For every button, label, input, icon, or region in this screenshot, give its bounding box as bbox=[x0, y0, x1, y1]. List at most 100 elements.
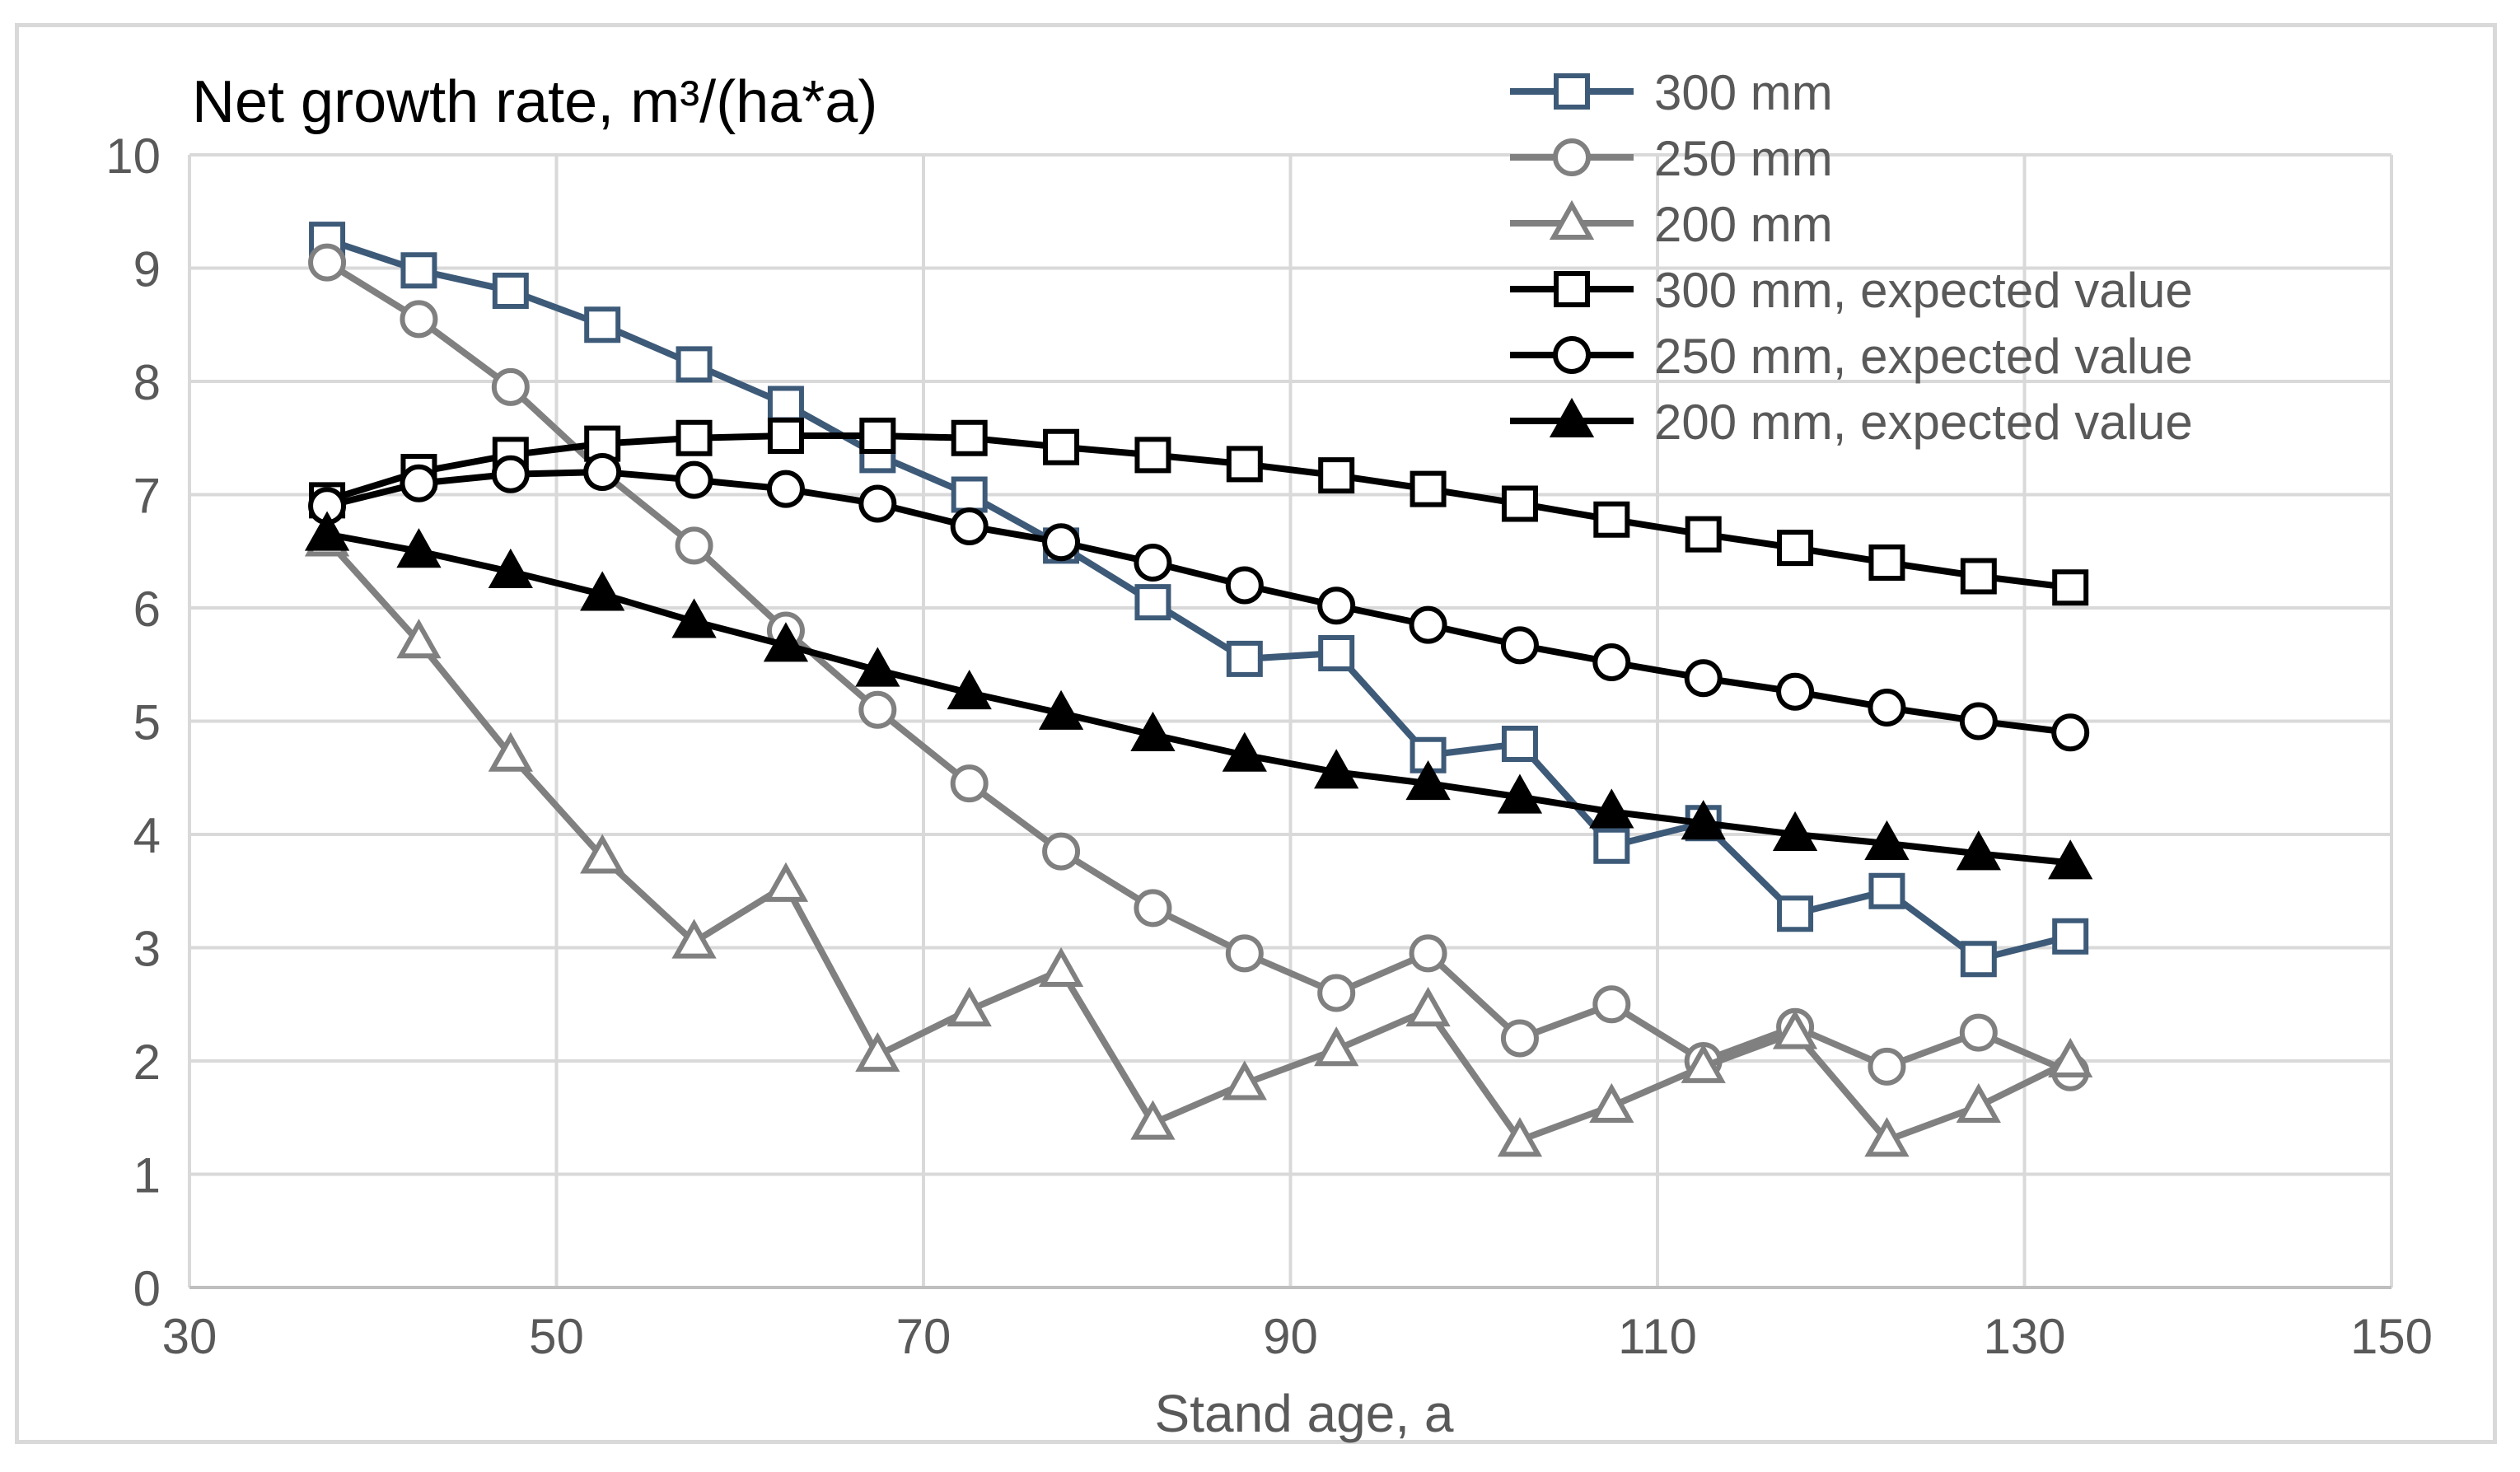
data-point bbox=[1134, 544, 1172, 582]
data-point bbox=[1772, 1009, 1818, 1049]
y-tick-label: 2 bbox=[133, 1035, 161, 1090]
axes: 0 1 2 3 4 5 6 7 8 9 10 30 50 70 90 110 130 150 bbox=[105, 129, 2433, 1364]
legend-label: 200 mm, expected value bbox=[1654, 395, 2193, 450]
series-group bbox=[304, 222, 2093, 1157]
data-point bbox=[1134, 437, 1171, 474]
data-point bbox=[488, 731, 533, 772]
data-point bbox=[1497, 1117, 1543, 1157]
data-point bbox=[675, 526, 713, 565]
data-point bbox=[951, 476, 988, 513]
data-point bbox=[858, 690, 897, 729]
data-point bbox=[1501, 485, 1538, 522]
data-point bbox=[1405, 760, 1451, 801]
data-point bbox=[400, 300, 438, 339]
data-point bbox=[1405, 987, 1451, 1027]
data-point bbox=[1409, 605, 1447, 644]
line-chart: 0 1 2 3 4 5 6 7 8 9 10 30 50 70 90 110 130 150 Net growth… bbox=[105, 65, 2433, 1443]
data-point bbox=[492, 273, 529, 309]
series-5 bbox=[308, 453, 2090, 752]
data-point bbox=[1225, 934, 1264, 973]
data-point bbox=[1042, 832, 1081, 871]
data-point bbox=[858, 484, 897, 523]
data-point bbox=[1043, 428, 1080, 465]
legend-item: 300 mm, expected value bbox=[1510, 263, 2193, 318]
data-point bbox=[2052, 918, 2089, 955]
data-point bbox=[855, 647, 900, 687]
data-point bbox=[1134, 889, 1172, 928]
data-point bbox=[1318, 457, 1355, 494]
x-tick-label: 150 bbox=[2350, 1309, 2433, 1364]
data-point bbox=[671, 598, 717, 638]
data-point bbox=[1318, 635, 1355, 671]
legend-item: 200 mm bbox=[1510, 197, 1833, 252]
data-point bbox=[1868, 1047, 1906, 1086]
x-tick-label: 50 bbox=[529, 1309, 584, 1364]
data-point bbox=[304, 511, 350, 551]
data-point bbox=[400, 464, 438, 502]
legend-item: 200 mm, expected value bbox=[1510, 395, 2193, 450]
gridlines bbox=[188, 153, 2393, 1289]
data-point bbox=[1681, 1043, 1726, 1083]
data-point bbox=[396, 528, 442, 568]
data-point bbox=[950, 764, 989, 803]
data-point bbox=[1500, 1019, 1539, 1058]
data-point bbox=[676, 346, 713, 383]
data-point bbox=[2048, 839, 2093, 880]
x-tick-label: 90 bbox=[1263, 1309, 1318, 1364]
data-point bbox=[947, 987, 992, 1027]
data-point bbox=[308, 243, 347, 282]
data-point bbox=[1777, 895, 1814, 932]
data-point bbox=[763, 622, 809, 662]
data-point bbox=[1684, 659, 1723, 698]
data-point bbox=[1130, 1100, 1176, 1140]
data-point bbox=[2052, 569, 2089, 606]
legend: 300 mm 250 mm 200 mm 300 mm, expected value… bbox=[1510, 65, 2193, 450]
y-tick-label: 7 bbox=[133, 469, 161, 524]
data-point bbox=[1685, 516, 1722, 553]
data-point bbox=[580, 571, 625, 611]
data-point bbox=[951, 419, 988, 456]
data-point bbox=[1864, 820, 1910, 860]
x-tick-label: 110 bbox=[1618, 1309, 1697, 1364]
chart-frame: 0 1 2 3 4 5 6 7 8 9 10 30 50 70 90 110 130 150 Net growth… bbox=[15, 23, 2497, 1444]
legend-marker bbox=[1549, 199, 1595, 240]
data-point bbox=[1317, 586, 1356, 625]
data-point bbox=[675, 460, 713, 499]
data-point bbox=[676, 419, 713, 456]
y-tick-label: 9 bbox=[133, 242, 161, 297]
data-point bbox=[491, 455, 530, 493]
series-6 bbox=[304, 511, 2093, 880]
data-point bbox=[1868, 544, 1905, 581]
data-point bbox=[1225, 566, 1264, 605]
legend-marker bbox=[1553, 336, 1591, 374]
data-point bbox=[396, 619, 442, 659]
data-point bbox=[1593, 501, 1630, 538]
data-point bbox=[1776, 672, 1815, 711]
legend-label: 300 mm, expected value bbox=[1654, 263, 2193, 318]
data-point bbox=[1226, 446, 1263, 483]
legend-item: 250 mm, expected value bbox=[1510, 329, 2193, 384]
data-point bbox=[855, 1032, 900, 1072]
legend-marker bbox=[1554, 271, 1590, 307]
data-point bbox=[1868, 689, 1906, 727]
y-tick-label: 4 bbox=[133, 808, 161, 863]
y-tick-label: 1 bbox=[133, 1148, 161, 1203]
y-tick-label: 3 bbox=[133, 922, 161, 977]
data-point bbox=[767, 418, 804, 454]
data-point bbox=[767, 386, 804, 423]
data-point bbox=[1956, 1082, 2001, 1123]
data-point bbox=[2048, 1037, 2093, 1077]
data-point bbox=[859, 418, 896, 454]
data-point bbox=[1130, 711, 1176, 751]
data-point bbox=[488, 548, 533, 588]
x-axis-title: Stand age, a bbox=[1155, 1384, 1454, 1443]
y-tick-label: 10 bbox=[105, 129, 161, 184]
data-point bbox=[1589, 1082, 1634, 1123]
y-tick-label: 5 bbox=[133, 695, 161, 750]
data-point bbox=[1409, 934, 1447, 973]
data-point bbox=[1589, 788, 1634, 829]
data-point bbox=[1497, 773, 1543, 814]
data-point bbox=[1317, 974, 1356, 1012]
data-point bbox=[400, 252, 437, 289]
x-tick-label: 30 bbox=[162, 1309, 217, 1364]
